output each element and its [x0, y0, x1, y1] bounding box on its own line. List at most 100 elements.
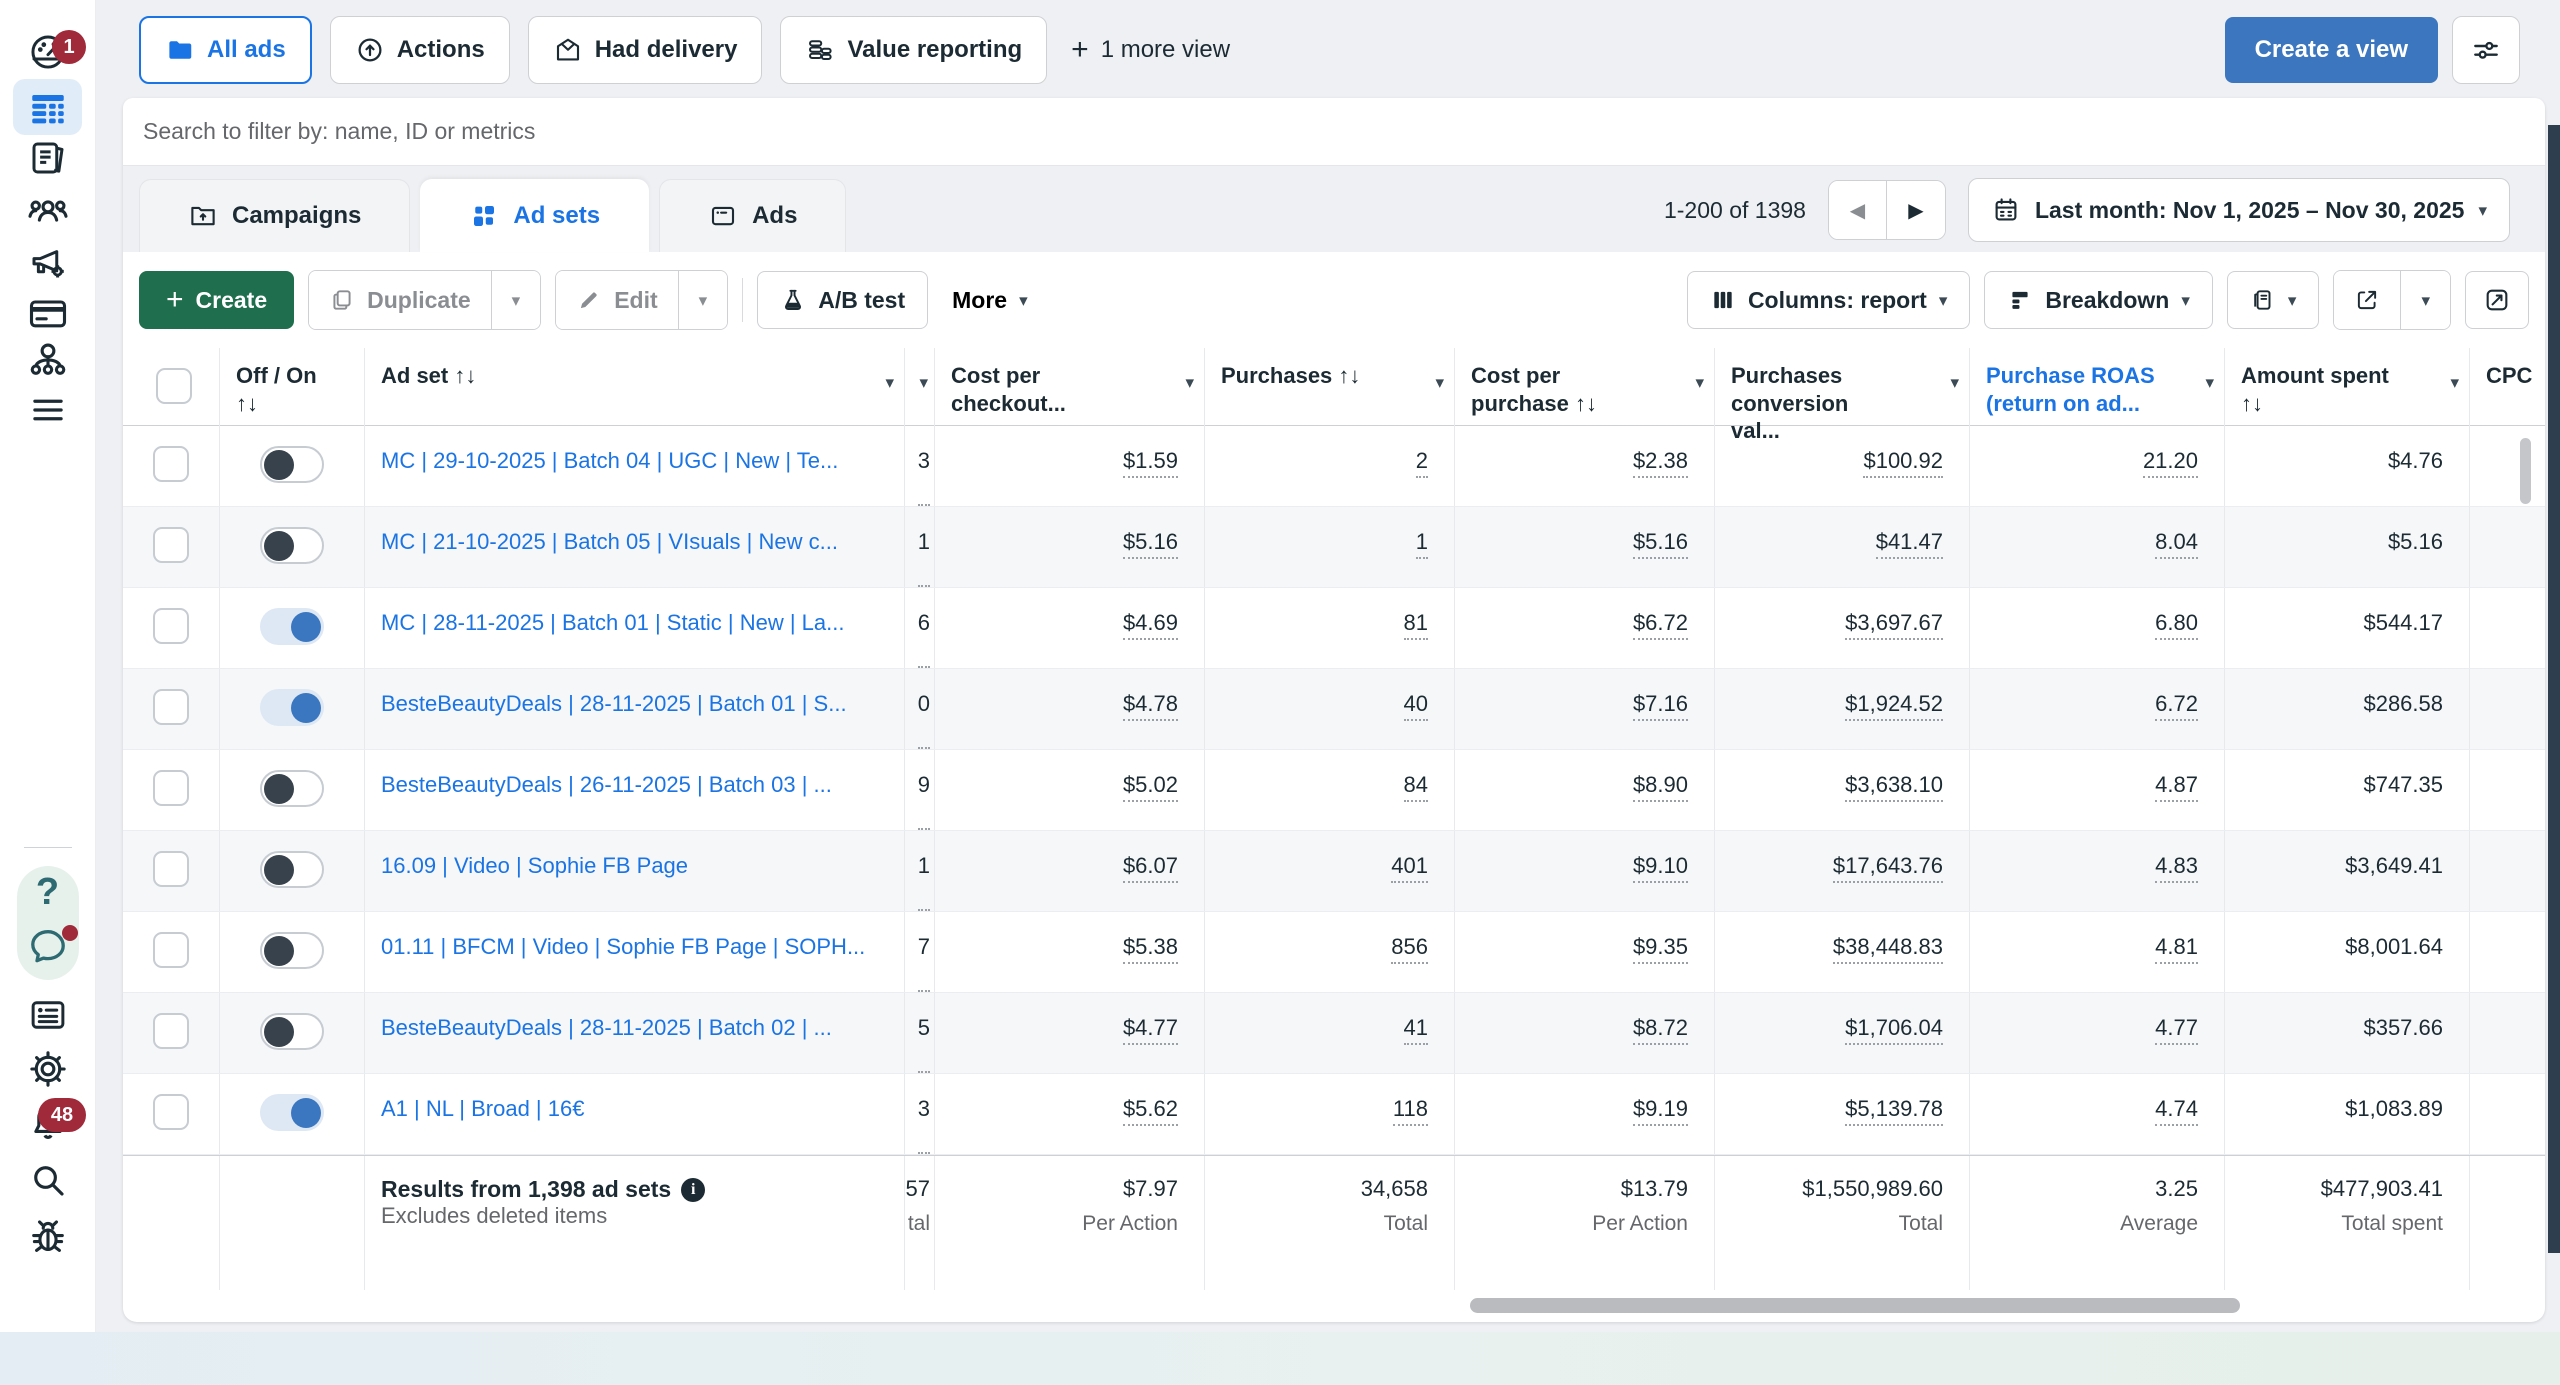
sidebar-item-audiences[interactable]	[0, 190, 95, 230]
edit-dropdown-button[interactable]: ▾	[678, 271, 728, 329]
sidebar-item-all-tools[interactable]	[0, 390, 95, 430]
filter-caret-icon[interactable]: ▾	[2205, 374, 2214, 391]
export-button[interactable]	[2334, 271, 2400, 329]
ad-set-name-link[interactable]: BesteBeautyDeals | 28-11-2025 | Batch 02…	[381, 1015, 832, 1040]
row-toggle[interactable]	[260, 608, 324, 645]
next-page-button[interactable]: ▶	[1887, 181, 1945, 239]
row-checkbox[interactable]	[153, 608, 189, 644]
purchases-value[interactable]: 1	[1416, 529, 1428, 559]
sidebar-item-billing[interactable]	[0, 293, 95, 333]
row-toggle[interactable]	[260, 446, 324, 483]
ab-test-button[interactable]: A/B test	[757, 271, 928, 329]
hidden-metric-value[interactable]: 1	[918, 853, 930, 911]
cost-per-checkout-value[interactable]: $5.16	[1123, 529, 1178, 559]
sort-icon[interactable]: ↑↓	[2241, 391, 2263, 416]
info-icon[interactable]: i	[681, 1178, 705, 1202]
export-dropdown-button[interactable]: ▾	[2400, 271, 2450, 329]
duplicate-dropdown-button[interactable]: ▾	[491, 271, 541, 329]
columns-button[interactable]: Columns: report ▾	[1687, 271, 1970, 329]
sidebar-item-ads-manager[interactable]	[0, 88, 95, 128]
cost-per-purchase-value[interactable]: $8.90	[1633, 772, 1688, 802]
sidebar-search-button[interactable]	[0, 1160, 95, 1200]
conversion-value[interactable]: $41.47	[1876, 529, 1943, 559]
breakdown-button[interactable]: Breakdown ▾	[1984, 271, 2213, 329]
purchases-value[interactable]: 41	[1404, 1015, 1428, 1045]
row-checkbox[interactable]	[153, 446, 189, 482]
row-toggle[interactable]	[260, 770, 324, 807]
sort-icon[interactable]: ↑↓	[236, 391, 258, 416]
chat-support-button[interactable]	[0, 922, 95, 970]
more-button[interactable]: More ▾	[942, 287, 1038, 314]
row-checkbox[interactable]	[153, 527, 189, 563]
purchases-value[interactable]: 40	[1404, 691, 1428, 721]
view-tab-all-ads[interactable]: All ads	[139, 16, 312, 84]
sidebar-item-pages[interactable]	[0, 138, 95, 178]
roas-value[interactable]: 4.74	[2155, 1096, 2198, 1126]
search-input[interactable]	[123, 98, 2545, 165]
hidden-metric-value[interactable]: 5	[918, 1015, 930, 1073]
cost-per-purchase-value[interactable]: $7.16	[1633, 691, 1688, 721]
cost-per-checkout-value[interactable]: $5.02	[1123, 772, 1178, 802]
conversion-value[interactable]: $100.92	[1863, 448, 1943, 478]
sidebar-item-ads-promote[interactable]	[0, 243, 95, 283]
filter-caret-icon[interactable]: ▾	[2450, 374, 2459, 391]
purchases-value[interactable]: 118	[1393, 1096, 1428, 1126]
row-toggle[interactable]	[260, 527, 324, 564]
filter-caret-icon[interactable]: ▾	[1435, 374, 1444, 391]
sort-icon[interactable]: ↑↓	[454, 363, 476, 388]
roas-value[interactable]: 4.77	[2155, 1015, 2198, 1045]
create-button[interactable]: + Create	[139, 271, 294, 329]
conversion-value[interactable]: $3,697.67	[1845, 610, 1943, 640]
reports-button[interactable]: ▾	[2227, 271, 2320, 329]
cost-per-purchase-value[interactable]: $2.38	[1633, 448, 1688, 478]
cost-per-checkout-value[interactable]: $4.77	[1123, 1015, 1178, 1045]
hidden-metric-value[interactable]: 0	[918, 691, 930, 749]
ad-set-name-link[interactable]: A1 | NL | Broad | 16€	[381, 1096, 584, 1121]
filter-caret-icon[interactable]: ▾	[919, 374, 928, 391]
conversion-value[interactable]: $3,638.10	[1845, 772, 1943, 802]
row-toggle[interactable]	[260, 1094, 324, 1131]
purchases-value[interactable]: 81	[1404, 610, 1428, 640]
row-toggle[interactable]	[260, 932, 324, 969]
cost-per-checkout-value[interactable]: $5.62	[1123, 1096, 1178, 1126]
filter-caret-icon[interactable]: ▾	[1950, 374, 1959, 391]
cost-per-checkout-value[interactable]: $6.07	[1123, 853, 1178, 883]
roas-value[interactable]: 4.83	[2155, 853, 2198, 883]
tab-ads[interactable]: Ads	[659, 179, 846, 252]
cost-per-purchase-value[interactable]: $5.16	[1633, 529, 1688, 559]
row-checkbox[interactable]	[153, 1013, 189, 1049]
cost-per-checkout-value[interactable]: $4.78	[1123, 691, 1178, 721]
hidden-metric-value[interactable]: 3	[918, 448, 930, 506]
hidden-metric-value[interactable]: 9	[918, 772, 930, 830]
charts-button[interactable]	[2465, 271, 2529, 329]
sort-icon[interactable]: ↑↓	[1575, 391, 1597, 416]
conversion-value[interactable]: $38,448.83	[1833, 934, 1943, 964]
horizontal-scrollbar[interactable]	[1470, 1298, 2240, 1313]
filter-caret-icon[interactable]: ▾	[885, 374, 894, 391]
cost-per-purchase-value[interactable]: $9.35	[1633, 934, 1688, 964]
view-tab-value-reporting[interactable]: Value reporting	[780, 16, 1047, 84]
conversion-value[interactable]: $5,139.78	[1845, 1096, 1943, 1126]
row-toggle[interactable]	[260, 851, 324, 888]
cost-per-purchase-value[interactable]: $8.72	[1633, 1015, 1688, 1045]
conversion-value[interactable]: $1,924.52	[1845, 691, 1943, 721]
row-checkbox[interactable]	[153, 1094, 189, 1130]
report-bug-button[interactable]	[0, 1215, 95, 1259]
help-button[interactable]: ?	[0, 872, 95, 912]
cost-per-purchase-value[interactable]: $9.19	[1633, 1096, 1688, 1126]
hidden-metric-value[interactable]: 7	[918, 934, 930, 992]
purchases-value[interactable]: 2	[1416, 448, 1428, 478]
cost-per-checkout-value[interactable]: $1.59	[1123, 448, 1178, 478]
roas-value[interactable]: 4.81	[2155, 934, 2198, 964]
sidebar-item-business-structure[interactable]	[0, 338, 95, 380]
row-checkbox[interactable]	[153, 770, 189, 806]
roas-value[interactable]: 4.87	[2155, 772, 2198, 802]
filter-caret-icon[interactable]: ▾	[1185, 374, 1194, 391]
edit-button[interactable]: Edit	[556, 271, 677, 329]
ad-set-name-link[interactable]: 16.09 | Video | Sophie FB Page	[381, 853, 688, 878]
duplicate-button[interactable]: Duplicate	[309, 271, 491, 329]
conversion-value[interactable]: $1,706.04	[1845, 1015, 1943, 1045]
ad-set-name-link[interactable]: BesteBeautyDeals | 26-11-2025 | Batch 03…	[381, 772, 832, 797]
hidden-metric-value[interactable]: 1	[918, 529, 930, 587]
ad-set-name-link[interactable]: MC | 28-11-2025 | Batch 01 | Static | Ne…	[381, 610, 845, 635]
